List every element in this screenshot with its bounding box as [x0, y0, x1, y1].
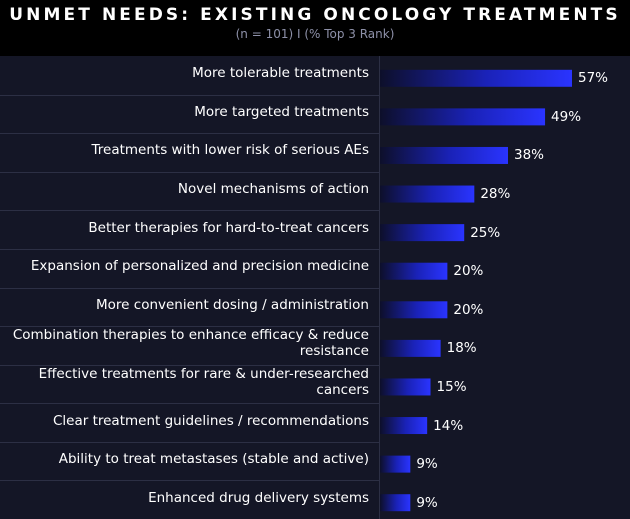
value-label: 28% [480, 186, 511, 203]
category-label: More tolerable treatments [192, 65, 369, 82]
bar [380, 301, 448, 319]
value-label: 49% [551, 108, 582, 125]
bar [380, 417, 428, 435]
bar-chart-svg [0, 56, 572, 519]
bar [380, 185, 475, 203]
value-label: 9% [416, 494, 438, 511]
bar [380, 146, 508, 164]
value-label: 9% [416, 456, 438, 473]
bar [380, 262, 448, 280]
category-label: Enhanced drug delivery systems [148, 489, 369, 506]
plot-area: More tolerable treatments 57% More targete… [0, 56, 630, 519]
category-label: Better therapies for hard-to-treat cance… [88, 219, 369, 236]
category-label: Ability to treat metastases (stable and … [58, 451, 369, 468]
category-label: Clear treatment guidelines / recommendat… [52, 412, 369, 429]
bar [380, 224, 465, 242]
category-label: Treatments with lower risk of serious AE… [91, 142, 369, 159]
value-label: 38% [514, 147, 545, 164]
chart-title: UNMET NEEDS: EXISTING ONCOLOGY TREATMENT… [9, 5, 621, 25]
value-label: 20% [453, 301, 484, 318]
chart-subtitle: (n = 101) I (% Top 3 Rank) [235, 27, 395, 41]
value-label: 57% [578, 70, 609, 87]
bar [380, 108, 546, 126]
value-label: 14% [433, 417, 464, 434]
value-label: 18% [446, 340, 477, 357]
category-label: Novel mechanisms of action [177, 181, 369, 198]
value-label: 15% [436, 378, 467, 395]
bar [380, 455, 411, 473]
bar [380, 378, 431, 396]
bar [380, 339, 441, 357]
category-label: More targeted treatments [194, 103, 369, 120]
value-label: 20% [453, 263, 484, 280]
bar [380, 494, 411, 512]
category-label: Combination therapies to enhance efficac… [12, 327, 369, 360]
chart-header: UNMET NEEDS: EXISTING ONCOLOGY TREATMENT… [0, 0, 630, 56]
category-label: Effective treatments for rare & under-re… [38, 365, 369, 398]
category-label: More convenient dosing / administration [96, 296, 369, 313]
value-label: 25% [470, 224, 501, 241]
bar [380, 69, 572, 87]
category-label: Expansion of personalized and precision … [30, 258, 369, 275]
